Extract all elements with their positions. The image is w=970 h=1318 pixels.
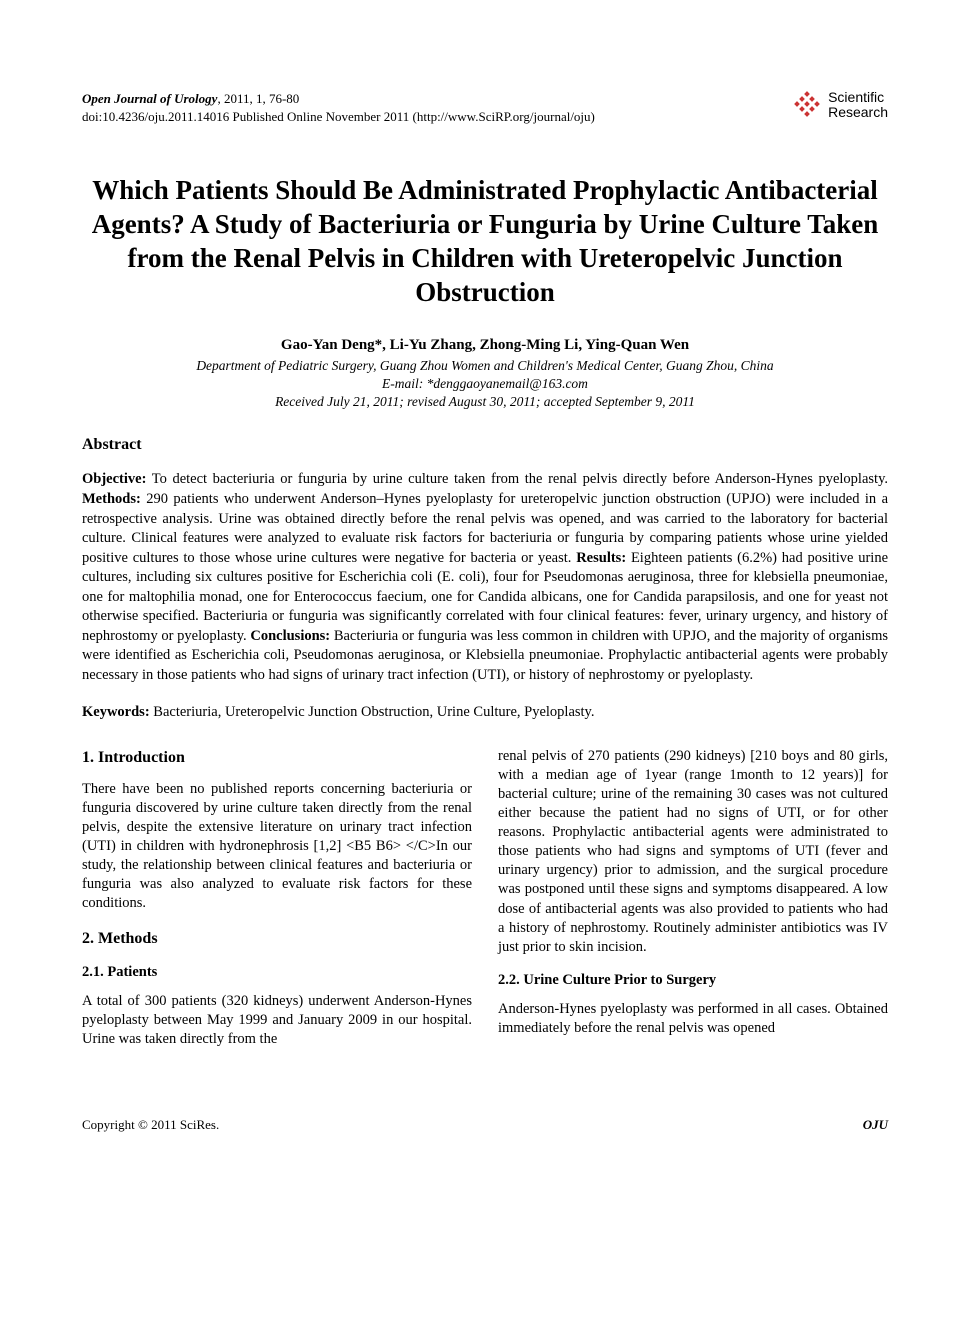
email: E-mail: *denggaoyanemail@163.com [82,376,888,392]
right-column: renal pelvis of 270 patients (290 kidney… [498,747,888,1064]
abstract-text: Objective: To detect bacteriuria or fung… [82,470,888,685]
email-value: *denggaoyanemail@163.com [427,376,588,391]
citation: , 2011, 1, 76-80 [217,91,299,106]
authors: Gao-Yan Deng*, Li-Yu Zhang, Zhong-Ming L… [82,337,888,354]
left-column: 1. Introduction There have been no publi… [82,747,472,1064]
keywords-text: Bacteriuria, Ureteropelvic Junction Obst… [150,704,595,720]
culture-heading: 2.2. Urine Culture Prior to Surgery [498,971,888,990]
journal-name: Open Journal of Urology [82,91,217,106]
results-label: Results: [576,550,626,566]
objective-label: Objective: [82,471,146,487]
intro-heading: 1. Introduction [82,747,472,768]
methods-label: Methods: [82,491,141,507]
abstract-heading: Abstract [82,436,888,454]
logo-line1: Scientific [828,90,888,105]
patients-text-2: renal pelvis of 270 patients (290 kidney… [498,747,888,957]
patients-heading: 2.1. Patients [82,963,472,982]
intro-text: There have been no published reports con… [82,780,472,914]
footer-left: Copyright © 2011 SciRes. [82,1117,219,1133]
email-label: E-mail: [382,376,427,391]
objective-text: To detect bacteriuria or funguria by uri… [146,471,888,487]
doi-line: doi:10.4236/oju.2011.14016 Published Onl… [82,108,595,126]
keywords: Keywords: Bacteriuria, Ureteropelvic Jun… [82,704,888,721]
article-title: Which Patients Should Be Administrated P… [82,174,888,309]
footer-right: OJU [863,1117,888,1133]
body-columns: 1. Introduction There have been no publi… [82,747,888,1064]
patients-text-1: A total of 300 patients (320 kidneys) un… [82,992,472,1049]
dates: Received July 21, 2011; revised August 3… [82,394,888,410]
publisher-logo: Scientific Research [792,90,888,121]
logo-line2: Research [828,105,888,120]
logo-text: Scientific Research [828,90,888,121]
footer: Copyright © 2011 SciRes. OJU [82,1117,888,1133]
affiliation: Department of Pediatric Surgery, Guang Z… [82,358,888,374]
journal-info: Open Journal of Urology, 2011, 1, 76-80 … [82,90,595,126]
culture-text: Anderson-Hynes pyeloplasty was performed… [498,1000,888,1038]
keywords-label: Keywords: [82,704,150,720]
methods-heading: 2. Methods [82,928,472,949]
conclusions-label: Conclusions: [250,628,330,644]
header: Open Journal of Urology, 2011, 1, 76-80 … [82,90,888,126]
logo-diamond-icon [792,90,822,120]
